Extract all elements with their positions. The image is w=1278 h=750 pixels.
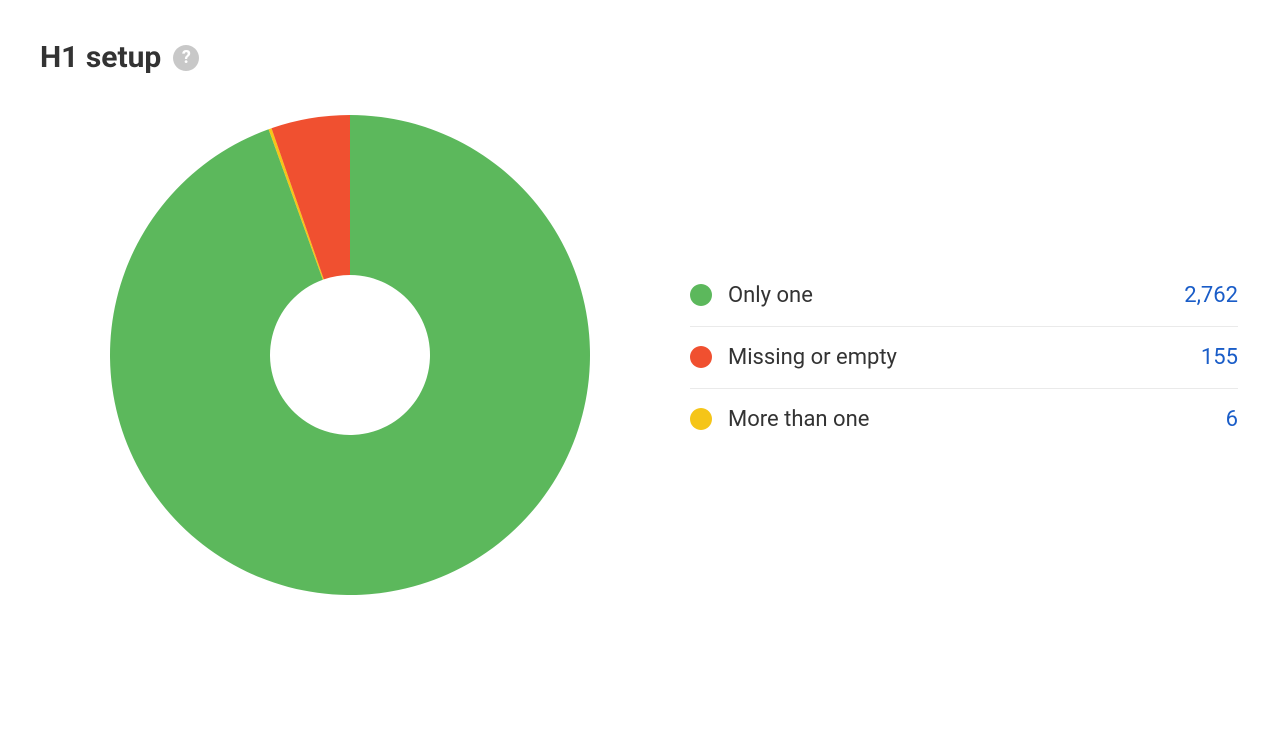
legend-label: More than one <box>728 407 869 432</box>
donut-chart-svg <box>100 105 600 605</box>
legend-row-left: More than one <box>690 407 869 432</box>
chart-legend: Only one 2,762 Missing or empty 155 More tha… <box>690 265 1238 450</box>
legend-row[interactable]: Missing or empty 155 <box>690 327 1238 389</box>
title-row: H1 setup ? <box>40 40 1238 75</box>
donut-chart <box>100 105 600 609</box>
legend-swatch <box>690 284 712 306</box>
legend-label: Only one <box>728 283 813 308</box>
legend-row-left: Missing or empty <box>690 345 897 370</box>
legend-value: 155 <box>1201 345 1238 370</box>
legend-label: Missing or empty <box>728 345 897 370</box>
legend-row-left: Only one <box>690 283 813 308</box>
legend-row[interactable]: More than one 6 <box>690 389 1238 450</box>
panel-title: H1 setup <box>40 40 161 75</box>
content-row: Only one 2,762 Missing or empty 155 More tha… <box>40 105 1238 609</box>
legend-value: 2,762 <box>1184 283 1238 308</box>
h1-setup-panel: H1 setup ? Only one 2,762 Missing or empty… <box>0 0 1278 609</box>
legend-swatch <box>690 408 712 430</box>
legend-row[interactable]: Only one 2,762 <box>690 265 1238 327</box>
legend-value: 6 <box>1226 407 1238 432</box>
legend-swatch <box>690 346 712 368</box>
help-icon[interactable]: ? <box>173 45 199 71</box>
